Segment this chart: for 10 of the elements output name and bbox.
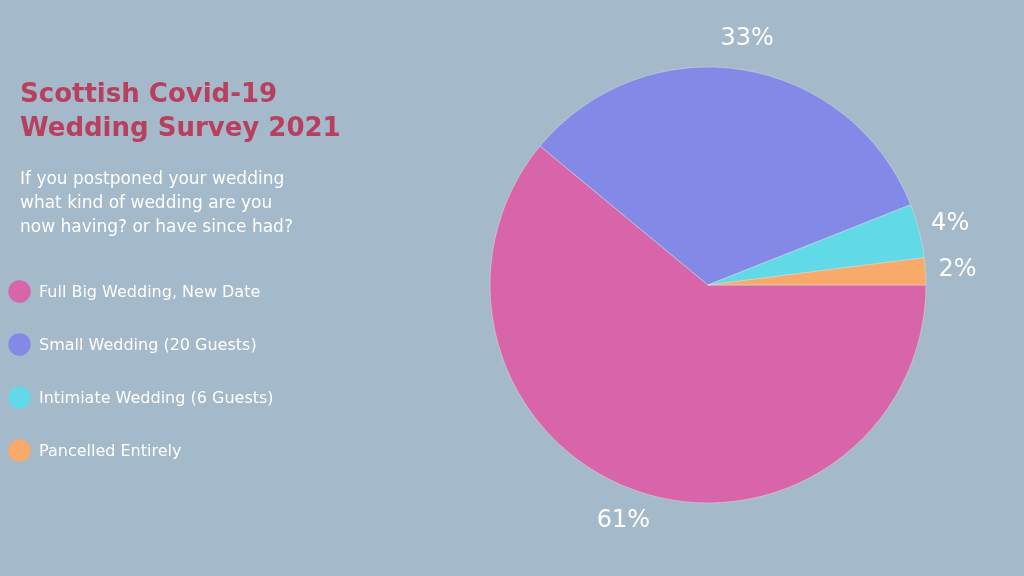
text: Scottish Covid-19 Wedding Survey 2021 xyxy=(20,78,341,142)
legend-label: Small Wedding (20 Guests) xyxy=(39,334,257,354)
text: If you postponed your wedding what kind of wedding are you now having? or have since had? xyxy=(20,168,293,236)
data-label: 4% xyxy=(931,207,970,236)
data-label: 2% xyxy=(938,254,977,283)
legend-label: Pancelled Entirely xyxy=(39,440,182,460)
data-label: 33% xyxy=(720,23,774,52)
legend-label: Intimiate Wedding (6 Guests) xyxy=(39,387,274,407)
data-label: 61% xyxy=(596,505,650,534)
legend-label: Full Big Wedding, New Date xyxy=(39,281,261,301)
